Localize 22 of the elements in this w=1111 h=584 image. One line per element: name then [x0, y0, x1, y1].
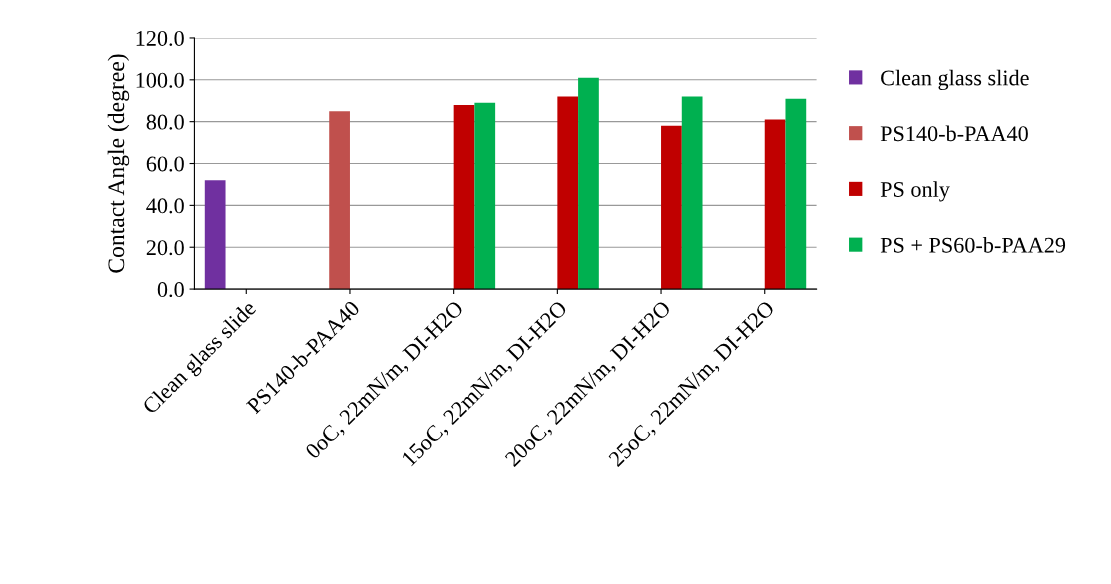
- y-tick-label: 0.0: [157, 282, 184, 298]
- bar: [764, 119, 786, 290]
- y-axis-title: Contact Angle (degree): [107, 54, 130, 273]
- legend-label: PS only: [880, 181, 950, 202]
- y-tick-label: 60.0: [146, 156, 184, 172]
- y-tick-label: 120.0: [136, 30, 184, 46]
- bar: [453, 104, 475, 290]
- legend-label: PS + PS60-b-PAA29: [880, 237, 1066, 253]
- legend-label: PS140-b-PAA40: [880, 125, 1028, 142]
- bar: [578, 77, 599, 290]
- bar: [329, 111, 350, 290]
- bar: [785, 98, 807, 290]
- bar: [474, 102, 496, 290]
- bar: [204, 180, 226, 290]
- y-tick-label: 20.0: [146, 240, 184, 256]
- bar: [557, 96, 579, 290]
- y-tick-label: 40.0: [146, 198, 184, 214]
- bar: [661, 125, 682, 290]
- y-tick-label: 80.0: [146, 114, 184, 130]
- legend-label: Clean glass slide: [881, 69, 1029, 91]
- y-tick-label: 100.0: [136, 72, 184, 88]
- bar: [681, 96, 703, 290]
